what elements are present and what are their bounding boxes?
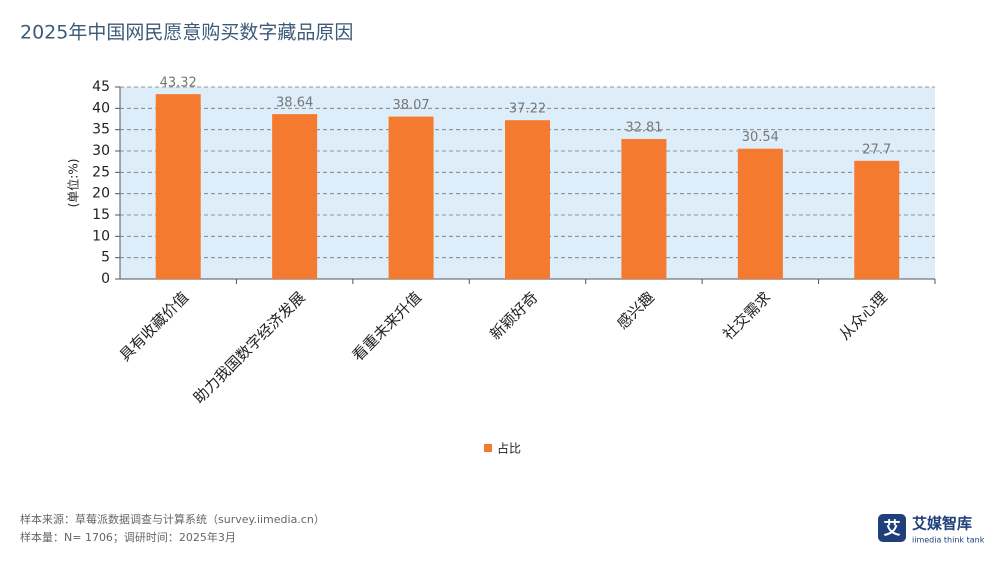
bar	[505, 120, 550, 279]
value-label: 38.64	[276, 96, 313, 111]
logo-icon-text: 艾	[884, 518, 901, 539]
y-tick-label: 25	[92, 164, 110, 180]
value-label: 32.81	[625, 121, 662, 136]
chart-title: 2025年中国网民愿意购买数字藏品原因	[20, 22, 353, 44]
value-label: 38.07	[392, 98, 429, 113]
y-tick-label: 45	[92, 79, 110, 95]
y-tick-label: 5	[101, 250, 110, 266]
bar	[272, 114, 318, 279]
bar	[621, 139, 667, 279]
logo-tagline: iimedia think tank	[912, 536, 985, 545]
source-line: 样本量：N= 1706；调研时间：2025年3月	[20, 530, 236, 544]
legend-label: 占比	[497, 441, 521, 456]
y-tick-label: 15	[92, 207, 110, 223]
bar	[737, 148, 783, 279]
value-label: 43.32	[160, 76, 197, 91]
y-tick-label: 20	[92, 186, 110, 202]
source-line: 样本来源：草莓派数据调查与计算系统（survey.iimedia.cn）	[20, 512, 325, 526]
logo-icon	[878, 514, 906, 542]
value-label: 30.54	[742, 130, 779, 145]
bar	[388, 116, 434, 280]
bar	[155, 94, 201, 279]
logo-name: 艾媒智库	[912, 515, 972, 533]
value-label: 27.7	[862, 142, 891, 157]
y-tick-label: 40	[92, 100, 110, 116]
y-tick-label: 10	[92, 228, 110, 244]
y-tick-label: 30	[92, 143, 110, 159]
value-label: 37.22	[509, 102, 546, 117]
y-tick-label: 0	[101, 271, 110, 287]
legend-swatch	[484, 444, 492, 452]
y-axis-label: (单位:%)	[66, 159, 81, 208]
y-tick-label: 35	[92, 122, 110, 138]
bar	[854, 160, 900, 279]
